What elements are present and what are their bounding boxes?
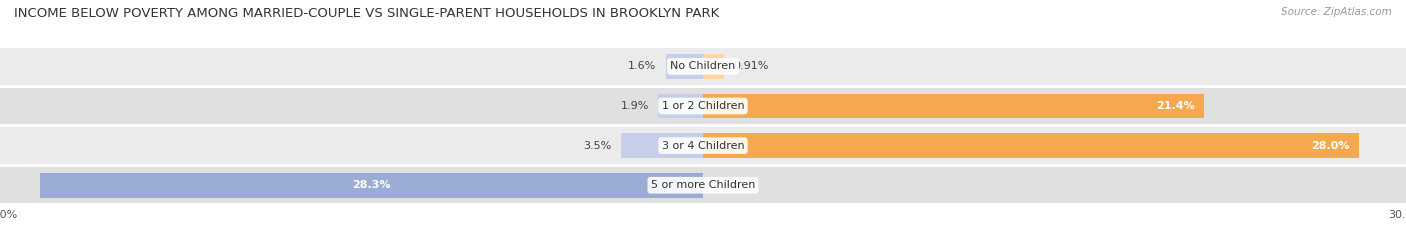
- Text: 21.4%: 21.4%: [1156, 101, 1195, 111]
- Text: No Children: No Children: [671, 62, 735, 71]
- Bar: [39, 173, 703, 198]
- Bar: [0, 127, 1406, 164]
- Bar: [658, 94, 703, 118]
- Bar: [665, 54, 703, 79]
- Bar: [0, 88, 1406, 124]
- Text: 28.3%: 28.3%: [352, 180, 391, 190]
- Text: 1.9%: 1.9%: [620, 101, 650, 111]
- Text: INCOME BELOW POVERTY AMONG MARRIED-COUPLE VS SINGLE-PARENT HOUSEHOLDS IN BROOKLY: INCOME BELOW POVERTY AMONG MARRIED-COUPL…: [14, 7, 720, 20]
- Text: 3.5%: 3.5%: [583, 141, 612, 151]
- Text: 3 or 4 Children: 3 or 4 Children: [662, 141, 744, 151]
- Text: 1.6%: 1.6%: [628, 62, 657, 71]
- Bar: [0, 167, 1406, 203]
- Text: Source: ZipAtlas.com: Source: ZipAtlas.com: [1281, 7, 1392, 17]
- Bar: [703, 133, 1360, 158]
- Bar: [621, 133, 703, 158]
- Text: 1 or 2 Children: 1 or 2 Children: [662, 101, 744, 111]
- Bar: [703, 94, 1205, 118]
- Text: 28.0%: 28.0%: [1312, 141, 1350, 151]
- Bar: [0, 48, 1406, 85]
- Text: 0.0%: 0.0%: [713, 180, 741, 190]
- Bar: [703, 54, 724, 79]
- Text: 0.91%: 0.91%: [734, 62, 769, 71]
- Text: 5 or more Children: 5 or more Children: [651, 180, 755, 190]
